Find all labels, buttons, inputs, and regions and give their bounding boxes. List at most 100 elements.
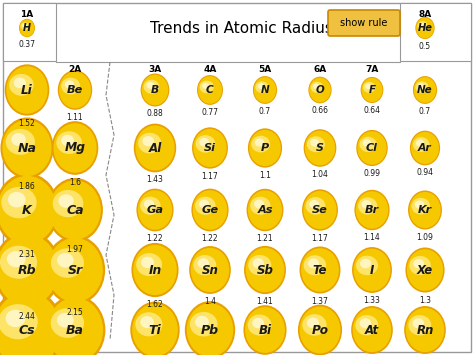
Text: 1A: 1A [20, 10, 34, 19]
Ellipse shape [140, 197, 161, 215]
Text: S: S [316, 143, 324, 153]
Ellipse shape [53, 190, 83, 217]
Ellipse shape [302, 189, 338, 231]
Ellipse shape [363, 82, 375, 93]
Ellipse shape [310, 200, 319, 208]
Ellipse shape [354, 249, 391, 291]
Ellipse shape [136, 125, 174, 170]
Ellipse shape [45, 295, 105, 355]
Text: He: He [418, 23, 432, 33]
Ellipse shape [352, 247, 392, 293]
Ellipse shape [244, 305, 287, 355]
Ellipse shape [359, 137, 377, 152]
Text: As: As [257, 205, 273, 215]
FancyBboxPatch shape [3, 3, 471, 352]
Ellipse shape [404, 306, 446, 354]
Ellipse shape [22, 23, 27, 27]
Ellipse shape [248, 129, 282, 168]
Ellipse shape [246, 248, 284, 292]
Text: At: At [365, 323, 379, 337]
Ellipse shape [20, 22, 29, 30]
Ellipse shape [8, 192, 26, 207]
Text: K: K [22, 203, 32, 217]
Text: 0.66: 0.66 [311, 106, 328, 115]
Ellipse shape [410, 131, 440, 165]
Ellipse shape [9, 74, 34, 96]
Text: 1.22: 1.22 [202, 234, 219, 244]
Text: B: B [151, 85, 159, 95]
Ellipse shape [258, 83, 264, 89]
Text: Kr: Kr [418, 205, 432, 215]
Text: Ga: Ga [146, 205, 164, 215]
Ellipse shape [307, 318, 319, 328]
Text: 1.37: 1.37 [311, 296, 328, 306]
Ellipse shape [309, 77, 332, 103]
Ellipse shape [301, 248, 339, 292]
Ellipse shape [356, 315, 378, 335]
Text: 1.4: 1.4 [204, 297, 216, 306]
Text: Al: Al [148, 142, 162, 154]
Ellipse shape [195, 316, 209, 328]
Text: 1.33: 1.33 [364, 296, 381, 305]
Ellipse shape [305, 131, 335, 165]
Text: 0.37: 0.37 [18, 40, 36, 49]
Ellipse shape [307, 136, 325, 152]
Ellipse shape [193, 190, 227, 230]
Text: 1.41: 1.41 [256, 297, 273, 306]
Text: Bi: Bi [258, 323, 272, 337]
Text: Rn: Rn [416, 323, 434, 337]
Ellipse shape [253, 258, 264, 268]
Ellipse shape [5, 64, 49, 116]
Text: Cl: Cl [366, 143, 378, 153]
Text: 2.15: 2.15 [67, 308, 83, 317]
Text: 0.64: 0.64 [364, 106, 381, 115]
Ellipse shape [304, 255, 326, 275]
Ellipse shape [254, 77, 276, 103]
Text: 1.6: 1.6 [69, 178, 81, 187]
Ellipse shape [303, 191, 337, 229]
Text: Trends in Atomic Radius (Å): Trends in Atomic Radius (Å) [150, 18, 360, 36]
Text: 2A: 2A [68, 65, 82, 74]
Text: 4A: 4A [203, 65, 217, 74]
Text: Ti: Ti [149, 323, 161, 337]
Ellipse shape [362, 200, 371, 209]
Text: Si: Si [204, 143, 216, 153]
Ellipse shape [360, 318, 371, 328]
Ellipse shape [189, 246, 231, 294]
Text: 1.04: 1.04 [311, 170, 328, 179]
Text: P: P [261, 143, 269, 153]
Text: 0.7: 0.7 [259, 107, 271, 116]
Ellipse shape [137, 189, 173, 231]
Ellipse shape [146, 82, 155, 89]
Ellipse shape [360, 259, 371, 268]
Text: 0.88: 0.88 [146, 109, 164, 119]
Text: Rb: Rb [18, 263, 36, 277]
Ellipse shape [58, 194, 74, 208]
Ellipse shape [141, 73, 169, 106]
Text: 2.44: 2.44 [18, 312, 36, 321]
Ellipse shape [61, 135, 74, 146]
Ellipse shape [197, 75, 223, 105]
Ellipse shape [411, 198, 430, 214]
Ellipse shape [65, 80, 74, 89]
Text: 1.21: 1.21 [257, 234, 273, 243]
Text: Mg: Mg [64, 142, 85, 154]
Text: Se: Se [312, 205, 328, 215]
Ellipse shape [191, 189, 228, 231]
Ellipse shape [193, 129, 227, 167]
Text: C: C [206, 85, 214, 95]
Text: Na: Na [18, 142, 36, 154]
Ellipse shape [405, 247, 445, 293]
Ellipse shape [246, 189, 283, 231]
Ellipse shape [310, 139, 319, 147]
Text: Cs: Cs [18, 323, 35, 337]
Ellipse shape [51, 248, 84, 278]
Ellipse shape [415, 17, 435, 39]
Ellipse shape [199, 200, 209, 208]
Ellipse shape [0, 246, 37, 279]
Text: 1.62: 1.62 [146, 300, 164, 309]
Text: Ge: Ge [201, 205, 219, 215]
Ellipse shape [410, 192, 441, 228]
Ellipse shape [138, 133, 161, 153]
Ellipse shape [1, 187, 36, 218]
